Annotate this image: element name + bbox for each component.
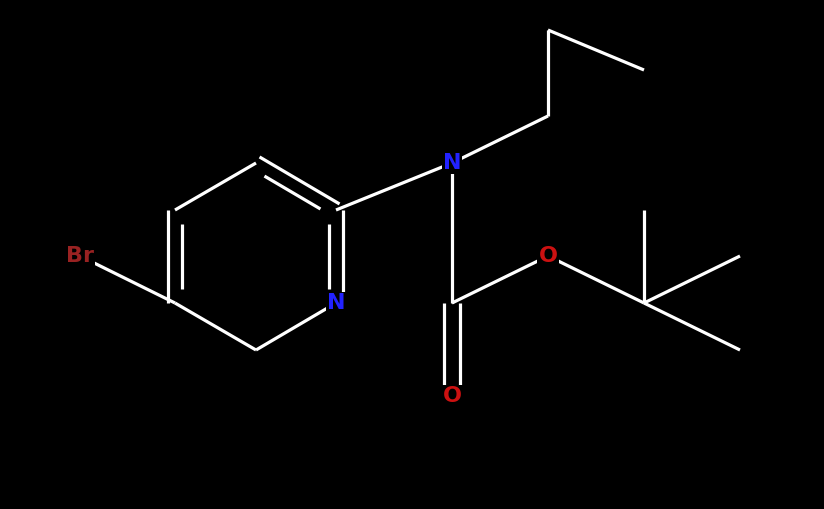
Text: O: O bbox=[539, 246, 558, 266]
Text: Br: Br bbox=[66, 246, 94, 266]
Text: O: O bbox=[442, 386, 461, 406]
Text: N: N bbox=[327, 293, 345, 313]
Text: N: N bbox=[442, 153, 461, 173]
